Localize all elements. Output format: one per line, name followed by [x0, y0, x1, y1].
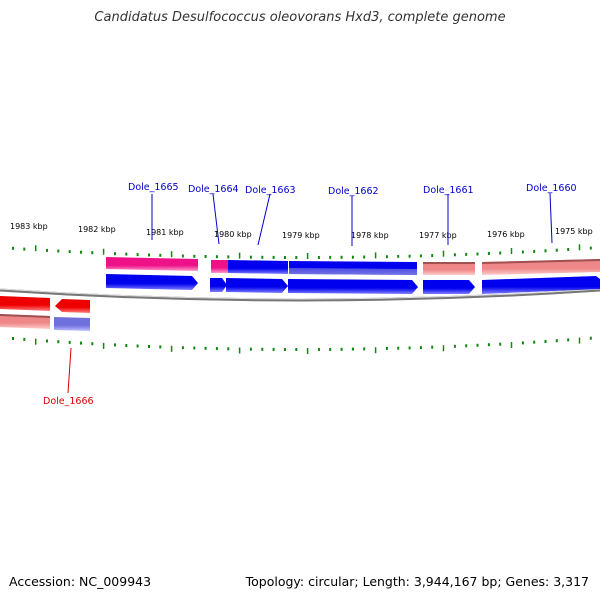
- feature-left-reverse-pseudo[interactable]: [0, 314, 50, 329]
- tick-ring-inner: [12, 336, 592, 354]
- leader-dole-1663: [257, 193, 271, 246]
- feature-dole-1661-pseudo[interactable]: [423, 262, 475, 275]
- gene-label-dole-1666[interactable]: Dole_1666: [43, 396, 94, 407]
- cds-left-reverse-arrow[interactable]: [0, 296, 50, 311]
- gene-label-dole-1660[interactable]: Dole_1660: [526, 183, 577, 194]
- tick-label-1976: 1976 kbp: [487, 230, 525, 239]
- cds-dole-1666-arrow[interactable]: [55, 299, 90, 313]
- feature-dole-1665-rna[interactable]: [106, 257, 198, 271]
- cds-dole-1661-arrow[interactable]: [423, 280, 475, 294]
- tick-label-1980: 1980 kbp: [214, 230, 252, 239]
- tick-label-1977: 1977 kbp: [419, 231, 457, 240]
- feature-dole-1666-region[interactable]: [54, 317, 90, 331]
- cds-dole-1663-arrow[interactable]: [226, 278, 288, 293]
- tick-label-1982: 1982 kbp: [78, 225, 116, 234]
- tick-label-1983: 1983 kbp: [10, 222, 48, 231]
- genome-title: Candidatus Desulfococcus oleovorans Hxd3…: [94, 10, 506, 25]
- cds-dole-1662-arrow[interactable]: [288, 279, 418, 294]
- tick-ring-outer: [12, 244, 592, 259]
- feature-dole-1662-overlay: [289, 268, 417, 275]
- topology-label: Topology: circular; Length: 3,944,167 bp…: [245, 574, 589, 589]
- cds-dole-1665-arrow[interactable]: [106, 274, 198, 290]
- tick-label-1978: 1978 kbp: [351, 231, 389, 240]
- genome-backbone: [0, 288, 600, 302]
- feature-dole-1664-rna[interactable]: [211, 260, 228, 273]
- genome-backbone-highlight: [0, 288, 600, 300]
- feature-dole-1660-edge: [482, 259, 600, 264]
- feature-dole-1663-region[interactable]: [228, 260, 288, 274]
- tick-label-1979: 1979 kbp: [282, 231, 320, 240]
- tick-label-1975: 1975 kbp: [555, 227, 593, 236]
- cds-dole-1660-arrow[interactable]: [482, 276, 600, 294]
- leader-dole-1664: [212, 193, 220, 245]
- tick-label-1981: 1981 kbp: [146, 228, 184, 237]
- gene-label-dole-1665[interactable]: Dole_1665: [128, 182, 179, 193]
- cds-dole-1664-arrow[interactable]: [210, 278, 227, 292]
- feature-left-reverse-edge: [0, 314, 50, 318]
- leader-dole-1666: [67, 347, 72, 394]
- gene-label-dole-1661[interactable]: Dole_1661: [423, 185, 474, 196]
- gene-label-dole-1662[interactable]: Dole_1662: [328, 186, 379, 197]
- accession-label: Accession: NC_009943: [9, 574, 152, 589]
- leader-dole-1660: [549, 192, 553, 244]
- feature-dole-1661-edge: [423, 262, 475, 264]
- gene-label-dole-1664[interactable]: Dole_1664: [188, 184, 239, 195]
- gene-label-dole-1663[interactable]: Dole_1663: [245, 185, 296, 196]
